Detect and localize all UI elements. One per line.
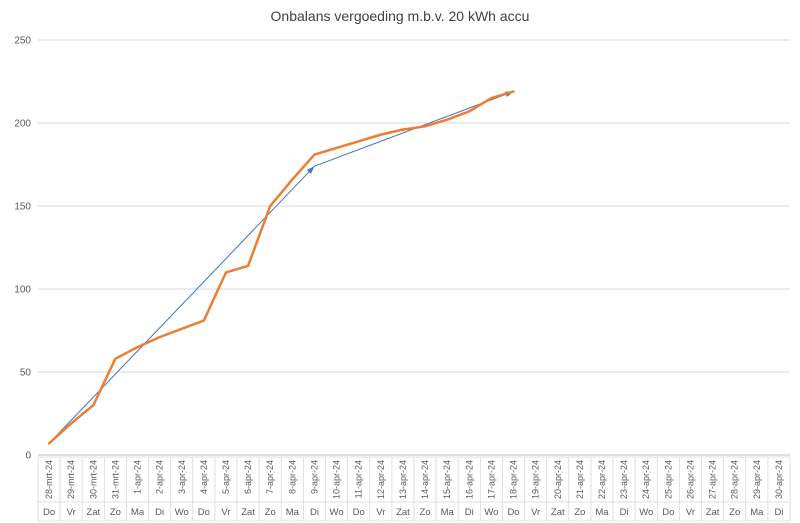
x-axis-date-label: 8-apr-24 [287,460,297,494]
x-axis-day-label: Do [662,507,674,518]
x-axis-day-label: Do [507,507,519,518]
x-axis-day-label: Wo [175,507,189,518]
x-axis-day-label: Ma [595,507,609,518]
x-axis-date-label: 5-apr-24 [221,460,231,494]
x-axis-date-label: 13-apr-24 [398,460,408,499]
x-axis-date-label: 18-apr-24 [509,460,519,499]
x-axis-day-label: Zo [265,507,276,518]
x-axis-date-label: 31-mrt-24 [110,460,120,499]
x-axis-day-label: Zat [706,507,720,518]
x-axis-day-label: Ma [131,507,145,518]
x-axis-date-label: 4-apr-24 [199,460,209,494]
y-axis-tick-label: 100 [14,285,31,296]
x-axis-day-label: Di [620,507,629,518]
trend-arrow-head [306,166,315,174]
x-axis-day-label: Do [353,507,365,518]
x-axis-date-label: 15-apr-24 [442,460,452,499]
x-axis-date-label: 2-apr-24 [155,460,165,494]
x-axis-day-label: Zat [241,507,255,518]
x-axis-day-label: Do [198,507,210,518]
y-axis-tick-label: 150 [14,202,31,213]
x-axis-date-label: 25-apr-24 [663,460,673,499]
x-axis-day-label: Di [465,507,474,518]
x-axis-date-label: 29-mrt-24 [66,460,76,499]
x-axis-date-label: 10-apr-24 [332,460,342,499]
x-axis-day-label: Vr [376,507,385,518]
y-axis-tick-label: 50 [20,368,32,379]
x-axis-day-label: Zo [729,507,740,518]
x-axis-day-label: Vr [221,507,230,518]
x-axis-date-label: 30-mrt-24 [88,460,98,499]
x-axis-date-label: 1-apr-24 [133,460,143,494]
x-axis-day-label: Vr [67,507,76,518]
y-axis-tick-label: 250 [14,36,31,47]
x-axis-date-label: 11-apr-24 [354,460,364,498]
x-axis-date-label: 9-apr-24 [309,460,319,494]
y-axis-tick-label: 200 [14,119,31,130]
x-axis-day-label: Zat [551,507,565,518]
x-axis-date-label: 27-apr-24 [708,460,718,499]
x-axis-date-label: 23-apr-24 [619,460,629,499]
x-axis-day-label: Ma [286,507,300,518]
x-axis-day-label: Zat [396,507,410,518]
x-axis-date-label: 24-apr-24 [641,460,651,499]
x-axis-date-label: 12-apr-24 [376,460,386,499]
x-axis-date-label: 21-apr-24 [575,460,585,499]
x-axis-day-label: Vr [531,507,540,518]
x-axis-day-label: Zo [110,507,121,518]
x-axis-date-label: 26-apr-24 [685,460,695,499]
x-axis-day-label: Do [43,507,55,518]
x-axis-date-label: 30-apr-24 [774,460,784,499]
x-axis-day-label: Wo [330,507,344,518]
x-axis-day-label: Wo [484,507,498,518]
x-axis-date-label: 16-apr-24 [464,460,474,499]
x-axis-date-label: 19-apr-24 [531,460,541,499]
x-axis-day-label: Di [310,507,319,518]
trend-arrow-line [48,165,315,444]
x-axis-day-label: Vr [686,507,695,518]
x-axis-date-label: 20-apr-24 [553,460,563,499]
x-axis-day-cell [767,501,791,522]
x-axis-date-label: 22-apr-24 [597,460,607,499]
y-axis-tick-label: 0 [25,451,31,462]
x-axis-day-label: Di [774,507,783,518]
x-axis-day-label: Ma [441,507,455,518]
x-axis-day-label: Ma [750,507,764,518]
x-axis-date-label: 6-apr-24 [243,460,253,494]
x-axis-date-label: 7-apr-24 [265,460,275,494]
series-line-onbalans [47,90,515,445]
x-axis-day-label: Zat [86,507,100,518]
x-axis-day-label: Wo [639,507,653,518]
x-axis-date-label: 28-mrt-24 [44,460,54,499]
x-axis-day-label: Zo [574,507,585,518]
x-axis-date-label: 17-apr-24 [486,460,496,499]
x-axis-day-label: Zo [420,507,431,518]
x-axis-date-label: 14-apr-24 [420,460,430,499]
x-axis-date-label: 28-apr-24 [730,460,740,499]
x-axis-date-label: 29-apr-24 [752,460,762,499]
x-axis-date-label: 3-apr-24 [177,460,187,494]
chart-title: Onbalans vergoeding m.b.v. 20 kWh accu [270,8,530,24]
x-axis-day-label: Di [155,507,164,518]
